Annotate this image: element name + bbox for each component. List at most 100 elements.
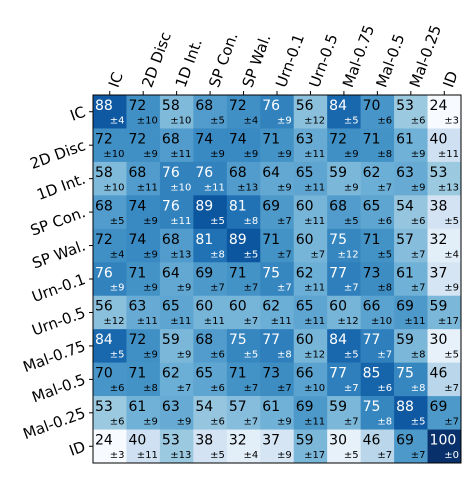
cell-value: 75 — [329, 232, 347, 248]
heatmap-cell — [394, 128, 428, 163]
cell-value: 69 — [296, 399, 314, 415]
cell-value: 76 — [262, 98, 280, 114]
y-tick-label: ID — [67, 437, 88, 459]
cell-value: 68 — [229, 165, 247, 181]
cell-value: 65 — [296, 165, 314, 181]
cell-value: 84 — [329, 332, 347, 348]
heatmap-cell — [126, 195, 161, 230]
x-tick-label: Mal-0.75 — [339, 23, 378, 90]
cell-value: 76 — [95, 265, 113, 281]
heatmap-cell — [293, 228, 328, 263]
cell-error: ±4 — [110, 249, 125, 260]
heatmap-cell — [159, 95, 194, 129]
heatmap-cell — [260, 396, 295, 430]
x-tick-label: Urn-0.1 — [272, 31, 308, 89]
heatmap-cell — [293, 128, 328, 163]
cell-value: 72 — [95, 131, 113, 147]
cell-value: 69 — [195, 265, 213, 281]
cell-value: 75 — [229, 332, 247, 348]
cell-error: ±10 — [103, 182, 124, 193]
cell-value: 74 — [128, 198, 146, 214]
heatmap-cell — [427, 95, 462, 129]
cell-error: ±11 — [204, 182, 225, 193]
heatmap-cell — [293, 396, 328, 430]
heatmap-cell — [327, 295, 361, 330]
cell-error: ±5 — [344, 450, 359, 461]
cell-value: 53 — [430, 165, 448, 181]
cell-value: 100 — [430, 433, 457, 449]
heatmap-cell — [360, 429, 395, 464]
heatmap-cell — [93, 95, 127, 129]
heatmap-cell — [360, 262, 395, 297]
heatmap-cell — [394, 262, 428, 297]
cell-error: ±7 — [244, 316, 259, 327]
heatmap-cell — [394, 161, 428, 196]
cell-error: ±6 — [377, 115, 392, 126]
heatmap-cell — [126, 128, 161, 163]
heatmap-cell — [126, 161, 161, 196]
cell-error: ±12 — [304, 350, 325, 361]
cell-error: ±5 — [210, 216, 225, 227]
heatmap-cell — [293, 429, 328, 464]
cell-error: ±7 — [377, 182, 392, 193]
cell-value: 58 — [162, 98, 180, 114]
cell-error: ±5 — [210, 450, 225, 461]
y-tick-label: Mal-0.25 — [21, 404, 88, 443]
cell-value: 88 — [95, 98, 113, 114]
cell-value: 75 — [363, 399, 381, 415]
heatmap-cell — [226, 329, 261, 363]
cell-error: ±8 — [143, 383, 158, 394]
cell-error: ±5 — [210, 115, 225, 126]
cell-value: 71 — [229, 265, 247, 281]
heatmap-cell — [226, 295, 261, 330]
cell-error: ±7 — [377, 450, 392, 461]
heatmap-cell — [126, 228, 161, 263]
cell-value: 59 — [162, 332, 180, 348]
cell-value: 68 — [128, 165, 146, 181]
heatmap-cell — [193, 128, 228, 163]
cell-value: 77 — [329, 265, 347, 281]
cell-error: ±13 — [237, 182, 258, 193]
cell-error: ±11 — [304, 216, 325, 227]
cell-error: ±9 — [143, 283, 158, 294]
cell-value: 74 — [229, 131, 247, 147]
heatmap-cell — [360, 362, 395, 397]
cell-value: 68 — [162, 131, 180, 147]
heatmap-cell — [327, 128, 361, 163]
cell-error: ±7 — [244, 417, 259, 428]
cell-error: ±6 — [110, 417, 125, 428]
cell-value: 81 — [195, 232, 213, 248]
cell-error: ±7 — [377, 350, 392, 361]
cell-value: 72 — [95, 232, 113, 248]
cell-value: 73 — [262, 366, 280, 382]
cell-error: ±5 — [244, 350, 259, 361]
cell-value: 62 — [296, 265, 314, 281]
cell-error: ±4 — [110, 115, 125, 126]
heatmap-cell — [260, 429, 295, 464]
cell-error: ±11 — [170, 316, 191, 327]
cell-value: 84 — [329, 98, 347, 114]
heatmap-cell — [260, 195, 295, 230]
cell-error: ±7 — [177, 383, 192, 394]
heatmap-cell — [159, 262, 194, 297]
cell-error: ±11 — [304, 417, 325, 428]
cell-value: 62 — [162, 366, 180, 382]
heatmap-cell — [126, 95, 161, 129]
heatmap-cell — [93, 262, 127, 297]
cell-value: 75 — [396, 366, 414, 382]
x-tick-label: SP Con. — [205, 30, 242, 90]
cell-value: 65 — [162, 299, 180, 315]
y-tick-label: SP Wal. — [30, 237, 88, 273]
heatmap-cell — [260, 161, 295, 196]
cell-error: ±12 — [338, 316, 359, 327]
cell-error: ±7 — [344, 417, 359, 428]
heatmap-cell — [193, 396, 228, 430]
cell-value: 53 — [95, 399, 113, 415]
heatmap-cell — [327, 329, 361, 363]
cell-error: ±9 — [143, 417, 158, 428]
cell-error: ±9 — [277, 115, 292, 126]
cell-value: 75 — [262, 265, 280, 281]
heatmap-cell — [193, 329, 228, 363]
cell-value: 54 — [396, 198, 414, 214]
y-tick-label: Mal-0.5 — [30, 370, 88, 406]
